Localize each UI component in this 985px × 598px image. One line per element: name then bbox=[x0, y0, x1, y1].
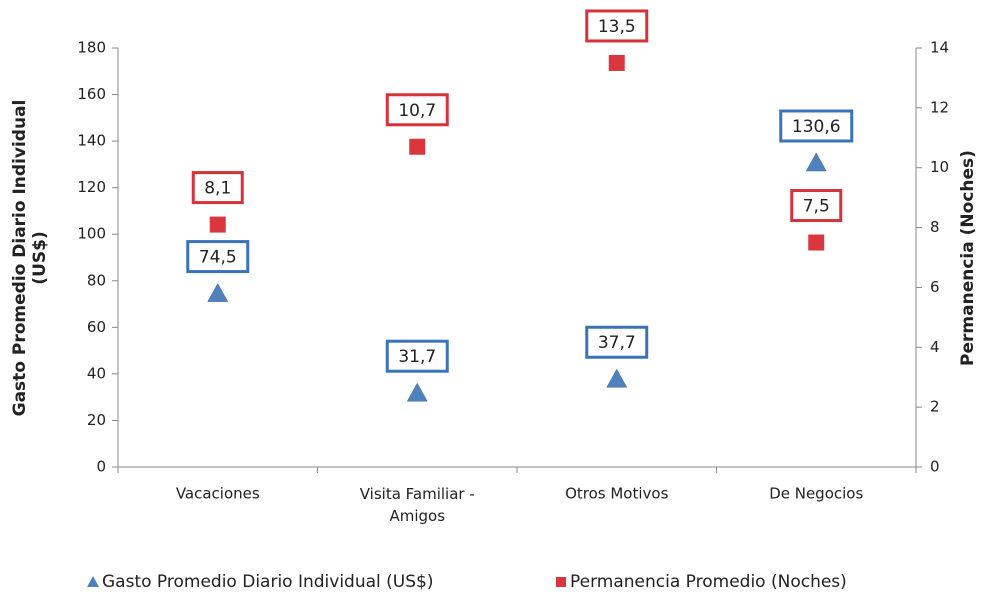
data-label-box bbox=[385, 339, 449, 373]
y-tick-label: 60 bbox=[87, 318, 106, 336]
y2-tick-label: 14 bbox=[930, 39, 949, 57]
data-label: 74,5 bbox=[199, 248, 237, 268]
legend-marker bbox=[556, 577, 566, 587]
y2-tick-label: 12 bbox=[930, 98, 949, 116]
x-tick-label: De Negocios bbox=[769, 485, 863, 503]
y-tick-label: 120 bbox=[77, 178, 106, 196]
y2-tick-label: 2 bbox=[930, 398, 940, 416]
data-label-box bbox=[585, 325, 649, 359]
x-tick-label: Visita Familiar -Amigos bbox=[360, 485, 475, 525]
point bbox=[805, 152, 827, 172]
y-tick-label: 100 bbox=[77, 225, 106, 243]
data-label-box bbox=[186, 240, 250, 274]
point bbox=[608, 54, 625, 71]
data-label-box bbox=[779, 109, 854, 143]
y2-tick-label: 8 bbox=[930, 218, 940, 236]
point bbox=[606, 368, 628, 388]
data-label-box bbox=[385, 93, 449, 127]
x-tick-label: Otros Motivos bbox=[565, 485, 669, 503]
y-tick-label: 0 bbox=[96, 458, 106, 476]
data-label: 7,5 bbox=[803, 197, 830, 217]
data-label: 13,5 bbox=[598, 17, 636, 37]
legend-label: Permanencia Promedio (Noches) bbox=[570, 572, 847, 592]
y2-axis-label: Permanencia (Noches) bbox=[958, 150, 978, 366]
data-label: 130,6 bbox=[792, 117, 841, 137]
y-axis-label: Gasto Promedio Diario Individual(US$) bbox=[10, 100, 50, 417]
y2-tick-label: 4 bbox=[930, 338, 940, 356]
x-tick-label: Vacaciones bbox=[176, 485, 260, 503]
point bbox=[406, 382, 428, 402]
y-tick-label: 20 bbox=[87, 411, 106, 429]
y-tick-label: 80 bbox=[87, 271, 106, 289]
data-label: 8,1 bbox=[204, 179, 231, 199]
data-label-box bbox=[585, 9, 649, 43]
point bbox=[207, 283, 229, 302]
y2-tick-label: 0 bbox=[930, 458, 940, 476]
y-tick-label: 40 bbox=[87, 364, 106, 382]
point bbox=[209, 216, 226, 233]
data-label: 37,7 bbox=[598, 333, 636, 353]
y-tick-label: 160 bbox=[77, 85, 106, 103]
data-label: 31,7 bbox=[398, 347, 436, 367]
data-label-box bbox=[790, 189, 843, 223]
y-tick-label: 140 bbox=[77, 132, 106, 150]
point bbox=[409, 138, 426, 155]
y2-tick-label: 6 bbox=[930, 278, 940, 296]
y-tick-label: 180 bbox=[77, 39, 106, 57]
legend-label: Gasto Promedio Diario Individual (US$) bbox=[102, 572, 433, 592]
legend-marker bbox=[87, 576, 99, 587]
data-label-box bbox=[191, 171, 244, 205]
data-label: 10,7 bbox=[398, 101, 436, 121]
point bbox=[808, 234, 825, 251]
y2-tick-label: 10 bbox=[930, 158, 949, 176]
